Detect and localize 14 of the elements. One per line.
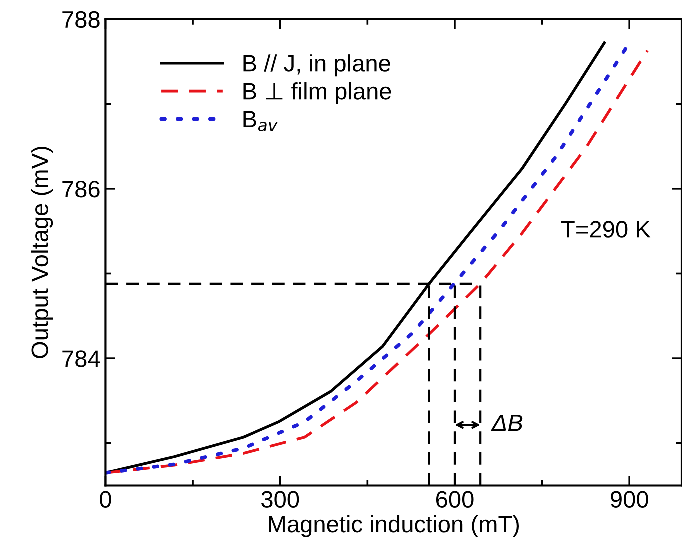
- legend-label: B ⊥ film plane: [244, 82, 392, 104]
- x-axis-title: Magnetic induction (mT): [269, 515, 520, 538]
- y-tick-label: 786: [62, 181, 100, 198]
- legend-label: B // J, in plane: [244, 54, 390, 77]
- x-tick-label: 0: [100, 491, 112, 508]
- legend-label: B$_{av}$: [244, 111, 278, 132]
- annotation: ΔB: [491, 414, 523, 432]
- x-tick-label: 900: [611, 491, 648, 508]
- y-tick-label: 788: [62, 11, 100, 28]
- x-tick-label: 600: [436, 491, 474, 508]
- y-tick-label: 784: [62, 350, 100, 368]
- annotation: T=290 K: [562, 221, 651, 238]
- x-tick-label: 300: [262, 491, 300, 508]
- y-axis-title: Output Voltage (mV): [31, 147, 54, 358]
